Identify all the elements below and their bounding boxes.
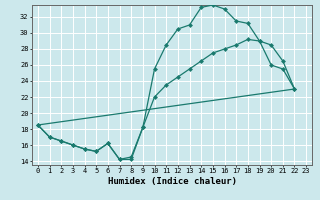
X-axis label: Humidex (Indice chaleur): Humidex (Indice chaleur): [108, 177, 236, 186]
